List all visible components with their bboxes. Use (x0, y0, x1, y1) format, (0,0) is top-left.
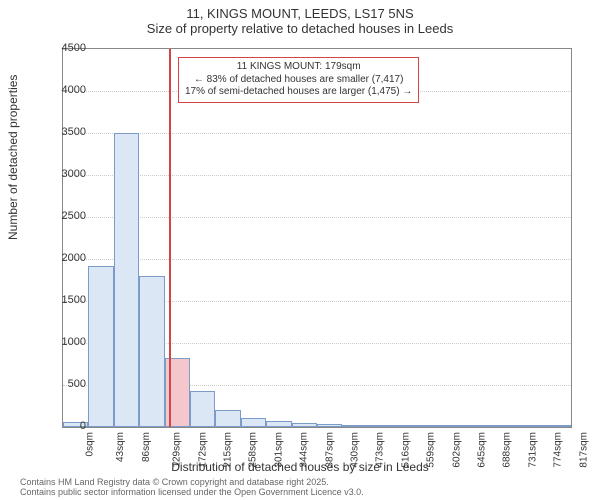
gridline-h (63, 133, 571, 134)
gridline-h (63, 259, 571, 260)
x-tick-label: 817sqm (578, 432, 589, 468)
chart-title-block: 11, KINGS MOUNT, LEEDS, LS17 5NS Size of… (0, 0, 600, 36)
x-tick-label: 215sqm (223, 432, 234, 468)
x-tick-label: 774sqm (553, 432, 564, 468)
histogram-bar (419, 425, 444, 427)
histogram-bar (215, 410, 240, 427)
annot-line3: 17% of semi-detached houses are larger (… (185, 86, 412, 99)
histogram-bar (139, 276, 164, 427)
y-tick-label: 3000 (46, 168, 86, 180)
y-tick-label: 1000 (46, 336, 86, 348)
x-tick-label: 516sqm (400, 432, 411, 468)
histogram-bar (241, 418, 266, 427)
x-tick-label: 129sqm (172, 432, 183, 468)
histogram-bar (190, 391, 215, 427)
reference-line (169, 49, 171, 427)
x-tick-label: 387sqm (324, 432, 335, 468)
x-tick-label: 301sqm (273, 432, 284, 468)
chart-plot-area: 11 KINGS MOUNT: 179sqm← 83% of detached … (62, 48, 572, 428)
chart-title-line1: 11, KINGS MOUNT, LEEDS, LS17 5NS (0, 6, 600, 21)
x-tick-label: 688sqm (502, 432, 513, 468)
x-tick-label: 172sqm (197, 432, 208, 468)
x-tick-label: 86sqm (141, 432, 152, 462)
x-tick-label: 258sqm (248, 432, 259, 468)
y-tick-label: 4000 (46, 84, 86, 96)
x-tick-label: 645sqm (477, 432, 488, 468)
y-tick-label: 500 (46, 378, 86, 390)
histogram-bar (88, 266, 113, 427)
footer-line2: Contains public sector information licen… (20, 488, 364, 498)
y-tick-label: 1500 (46, 294, 86, 306)
histogram-bar (469, 425, 494, 427)
x-tick-label: 602sqm (451, 432, 462, 468)
histogram-bar (546, 425, 571, 427)
gridline-h (63, 217, 571, 218)
chart-title-line2: Size of property relative to detached ho… (0, 21, 600, 36)
y-tick-label: 3500 (46, 126, 86, 138)
histogram-bar (317, 424, 342, 427)
x-tick-label: 344sqm (299, 432, 310, 468)
histogram-bar (368, 425, 393, 427)
y-tick-label: 2500 (46, 210, 86, 222)
x-tick-label: 430sqm (350, 432, 361, 468)
x-tick-label: 43sqm (115, 432, 126, 462)
x-tick-label: 731sqm (527, 432, 538, 468)
y-axis-label: Number of detached properties (6, 75, 20, 240)
histogram-bar (342, 425, 367, 427)
x-tick-label: 473sqm (375, 432, 386, 468)
histogram-bar (393, 425, 418, 427)
annot-line2: ← 83% of detached houses are smaller (7,… (185, 74, 412, 87)
histogram-bar (520, 425, 545, 427)
histogram-bar (292, 423, 317, 427)
annotation-box: 11 KINGS MOUNT: 179sqm← 83% of detached … (178, 57, 419, 103)
histogram-bar (114, 133, 139, 427)
histogram-bar (444, 425, 469, 427)
histogram-bar (495, 425, 520, 427)
y-tick-label: 4500 (46, 42, 86, 54)
gridline-h (63, 175, 571, 176)
y-tick-label: 0 (46, 420, 86, 432)
histogram-bar (266, 421, 291, 427)
annot-line1: 11 KINGS MOUNT: 179sqm (185, 61, 412, 74)
x-tick-label: 0sqm (84, 432, 95, 456)
x-tick-label: 559sqm (426, 432, 437, 468)
y-tick-label: 2000 (46, 252, 86, 264)
attribution-footer: Contains HM Land Registry data © Crown c… (20, 478, 364, 498)
